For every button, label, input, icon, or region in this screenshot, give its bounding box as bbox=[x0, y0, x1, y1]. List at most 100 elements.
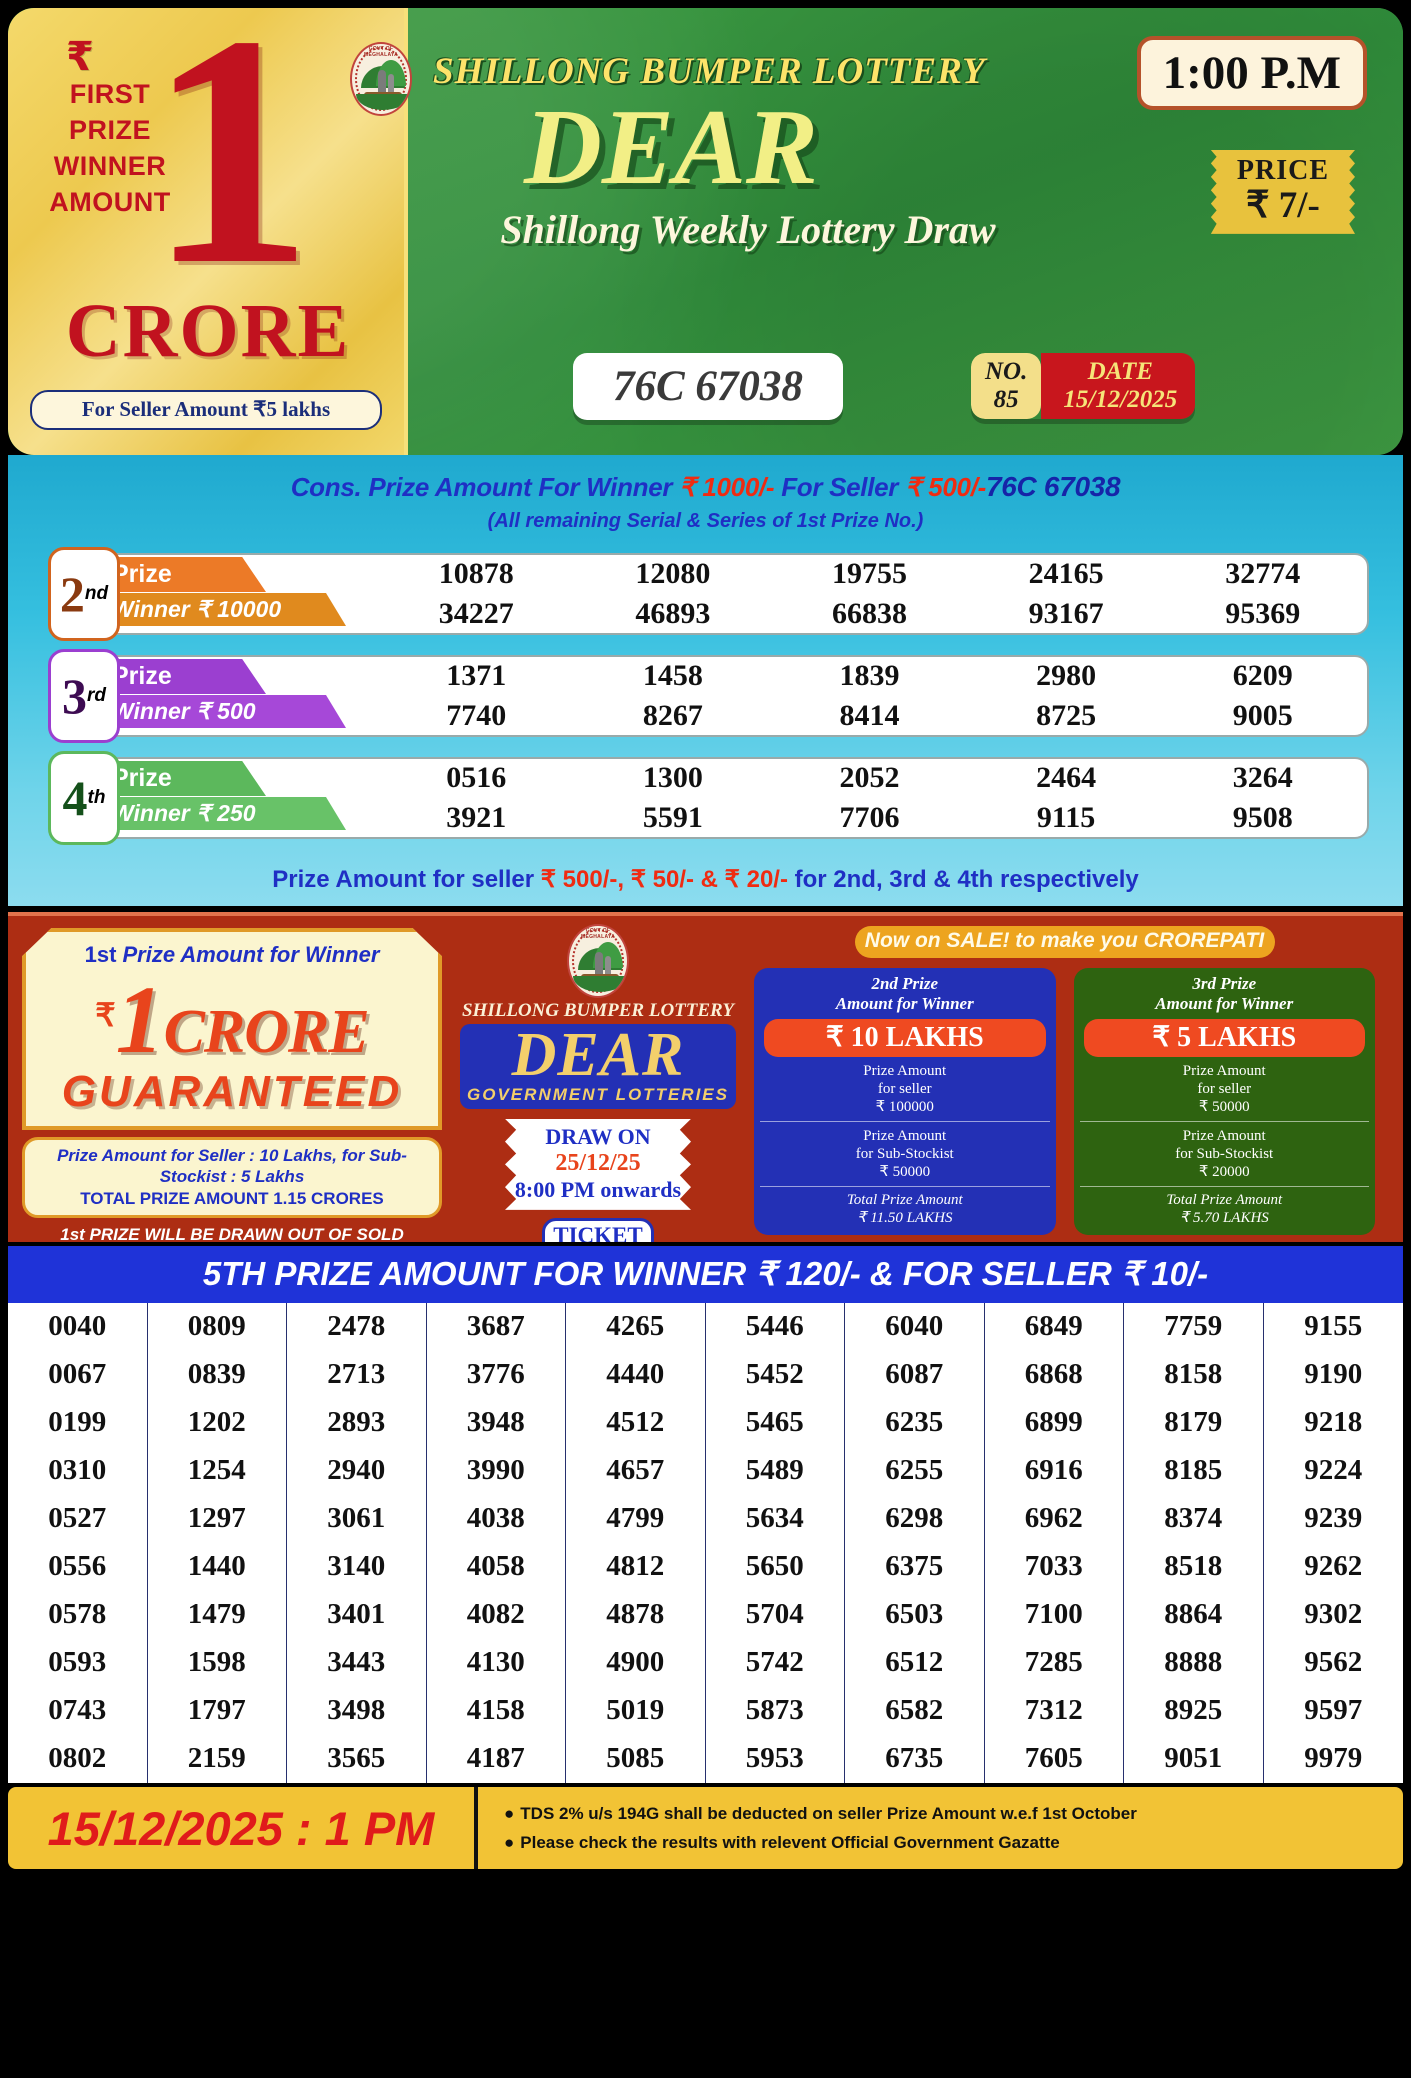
fifth-prize-number: 8925 bbox=[1124, 1687, 1264, 1735]
card-substockist-block: Prize Amount for Sub-Stockist ₹ 20000 bbox=[1079, 1120, 1369, 1186]
fifth-prize-number: 8158 bbox=[1124, 1351, 1264, 1399]
promo-card-2nd-prize: 2nd Prize Amount for Winner ₹ 10 LAKHS Pr… bbox=[754, 968, 1056, 1236]
prize-tab-label-3: Prize bbox=[96, 659, 266, 694]
fifth-prize-number: 3443 bbox=[287, 1639, 427, 1687]
prize-number: 0516 bbox=[446, 761, 507, 795]
card-total-block: Total Prize Amount ₹ 5.70 LAKHS bbox=[1079, 1185, 1369, 1228]
promo-seller-note: Prize Amount for Seller : 10 Lakhs, for … bbox=[22, 1137, 442, 1218]
prize-tab-label-2: Prize bbox=[96, 557, 266, 592]
fifth-prize-number: 0040 bbox=[8, 1303, 148, 1351]
fifth-prize-number: 5085 bbox=[566, 1735, 706, 1783]
fifth-prize-number: 6503 bbox=[845, 1591, 985, 1639]
fifth-prize-number: 3776 bbox=[427, 1351, 566, 1399]
fifth-prize-number: 2713 bbox=[287, 1351, 427, 1399]
prize-number: 32774 bbox=[1225, 557, 1301, 591]
fifth-prize-number: 3948 bbox=[427, 1399, 566, 1447]
fifth-prize-number: 5650 bbox=[706, 1543, 845, 1591]
fifth-prize-number: 7033 bbox=[985, 1543, 1124, 1591]
prize-number: 10878 bbox=[438, 557, 514, 591]
fifth-prize-number: 9262 bbox=[1304, 1550, 1363, 1582]
fifth-prize-number: 6255 bbox=[845, 1447, 985, 1495]
fifth-prize-number: 6735 bbox=[845, 1735, 985, 1783]
fifth-prize-number: 6962 bbox=[985, 1495, 1124, 1543]
first-prize-gold-panel: ₹ FIRST PRIZE WINNER AMOUNT 1 CRORE For Sel… bbox=[8, 8, 408, 455]
prize-numbers-4: 0516 3921 1300 5591 2052 7706 2464 9115 3264… bbox=[378, 757, 1361, 839]
prize-number: 7740 bbox=[446, 699, 507, 732]
fifth-prize-number: 9224 bbox=[1304, 1454, 1363, 1486]
fifth-prize-number: 4512 bbox=[566, 1399, 706, 1447]
fifth-prize-number: 5465 bbox=[706, 1399, 845, 1447]
fifth-prize-number: 2159 bbox=[148, 1735, 287, 1783]
prize-winner-amount-3: Winner ₹ 500 bbox=[96, 695, 346, 728]
card-head: 2nd Prize Amount for Winner bbox=[835, 974, 974, 1014]
draw-number: NO. 85 bbox=[971, 353, 1042, 419]
promo-guaranteed-label: GUARANTEED bbox=[61, 1067, 403, 1116]
fifth-prize-number: 0743 bbox=[8, 1687, 148, 1735]
prize-number: 24165 bbox=[1028, 557, 1104, 591]
fifth-prize-number: 6849 bbox=[985, 1303, 1124, 1351]
fifth-prize-number: 7100 bbox=[985, 1591, 1124, 1639]
header-banner: ₹ FIRST PRIZE WINNER AMOUNT 1 CRORE For Sel… bbox=[8, 8, 1403, 455]
fifth-prize-number: 0802 bbox=[8, 1735, 148, 1783]
fifth-prize-number: 3061 bbox=[287, 1495, 427, 1543]
fifth-prize-number: 0809 bbox=[148, 1303, 287, 1351]
draw-on-label: DRAW ON bbox=[545, 1123, 651, 1149]
meghalaya-emblem-icon: GOVT OF MEGHALAYA bbox=[350, 42, 412, 116]
price-label: PRICE bbox=[1236, 155, 1329, 186]
ticket-price-box: TICKET ₹ 50 bbox=[542, 1217, 654, 1242]
fifth-prize-number: 0593 bbox=[8, 1639, 148, 1687]
fifth-prize-number: 0527 bbox=[8, 1495, 148, 1543]
fifth-prize-number: 5742 bbox=[706, 1639, 845, 1687]
fifth-prize-number: 6040 bbox=[845, 1303, 985, 1351]
fifth-prize-number-grid: 0040 0809 2478 3687 4265 5446 6040 6849 7759 9155… bbox=[8, 1303, 1403, 1783]
prize-number: 8414 bbox=[839, 699, 900, 732]
fifth-prize-number: 9562 bbox=[1304, 1646, 1363, 1678]
fifth-prize-number: 6899 bbox=[985, 1399, 1124, 1447]
fifth-prize-number: 1254 bbox=[148, 1447, 287, 1495]
fifth-prize-number: 9051 bbox=[1124, 1735, 1264, 1783]
price-tag: PRICE ₹ 7/- bbox=[1210, 150, 1355, 234]
fifth-prize-number: 5489 bbox=[706, 1447, 845, 1495]
fifth-prize-number: 4158 bbox=[427, 1687, 566, 1735]
draw-no-date-box: NO. 85 DATE 15/12/2025 bbox=[971, 353, 1196, 419]
first-prize-ticket-number: 76C 67038 bbox=[573, 353, 843, 420]
fifth-prize-number: 6375 bbox=[845, 1543, 985, 1591]
draw-on-time: 8:00 PM onwards bbox=[514, 1176, 682, 1202]
prize-number: 2980 bbox=[1036, 659, 1097, 693]
fifth-prize-number: 5019 bbox=[566, 1687, 706, 1735]
prize-winner-amount-4: Winner ₹ 250 bbox=[96, 797, 346, 830]
prize-number: 6209 bbox=[1232, 659, 1293, 693]
bullet-icon: ● bbox=[504, 1832, 515, 1852]
prize-winner-amount-2: Winner ₹ 10000 bbox=[96, 593, 346, 626]
promo-govt-lotteries: GOVERNMENT LOTTERIES bbox=[467, 1084, 729, 1104]
fifth-prize-header: 5TH PRIZE AMOUNT FOR WINNER ₹ 120/- & FO… bbox=[8, 1246, 1403, 1303]
fifth-prize-number: 8374 bbox=[1124, 1495, 1264, 1543]
prize-tab-label-4: Prize bbox=[96, 761, 266, 796]
fifth-prize-number: 6916 bbox=[985, 1447, 1124, 1495]
fifth-prize-number: 1202 bbox=[148, 1399, 287, 1447]
prize-number: 8725 bbox=[1036, 699, 1097, 732]
fifth-prize-number: 0199 bbox=[8, 1399, 148, 1447]
fifth-prize-number: 4187 bbox=[427, 1735, 566, 1783]
footer-date-time: 15/12/2025 : 1 PM bbox=[8, 1787, 478, 1869]
card-seller-block: Prize Amount for seller ₹ 50000 bbox=[1182, 1062, 1266, 1116]
fifth-prize-number: 5704 bbox=[706, 1591, 845, 1639]
seller-prize-line: Prize Amount for seller ₹ 500/-, ₹ 50/- … bbox=[272, 866, 1139, 893]
fifth-prize-number: 9597 bbox=[1304, 1694, 1363, 1726]
fifth-prize-number: 1297 bbox=[148, 1495, 287, 1543]
prize-number: 1300 bbox=[642, 761, 703, 795]
fifth-prize-number: 4878 bbox=[566, 1591, 706, 1639]
fifth-prize-number: 9979 bbox=[1304, 1742, 1363, 1774]
fifth-prize-number: 3565 bbox=[287, 1735, 427, 1783]
rupee-icon: ₹ bbox=[95, 997, 116, 1033]
fifth-prize-number: 6087 bbox=[845, 1351, 985, 1399]
prize-number: 9508 bbox=[1232, 801, 1293, 834]
prize-number: 93167 bbox=[1028, 597, 1104, 630]
prize-numbers-2: 10878 34227 12080 46893 19755 66838 24165 93… bbox=[378, 553, 1361, 635]
promo-first-prize-block: 1st Prize Amount for Winner ₹1CRORE GUAR… bbox=[22, 928, 442, 1242]
